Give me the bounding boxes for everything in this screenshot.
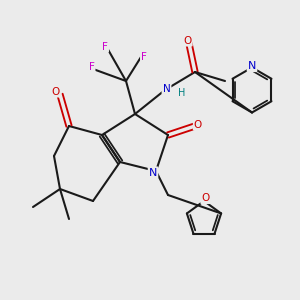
Text: F: F <box>88 62 94 73</box>
Text: N: N <box>149 167 157 178</box>
Text: F: F <box>102 41 108 52</box>
Text: H: H <box>178 88 185 98</box>
Text: F: F <box>141 52 147 62</box>
Text: O: O <box>51 86 60 97</box>
Text: N: N <box>163 83 170 94</box>
Text: O: O <box>183 35 192 46</box>
Text: N: N <box>248 61 256 71</box>
Text: O: O <box>201 193 210 203</box>
Text: O: O <box>194 119 202 130</box>
